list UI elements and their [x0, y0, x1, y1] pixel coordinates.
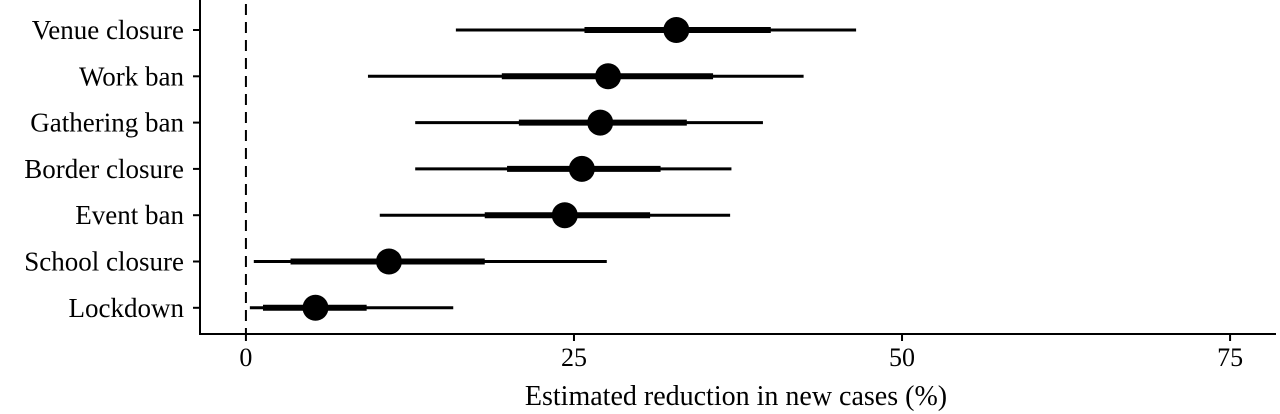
- category-label: Gathering ban: [30, 108, 184, 138]
- point-estimate: [663, 17, 690, 43]
- point-estimate: [568, 155, 595, 182]
- x-tick-label: 75: [1217, 343, 1243, 372]
- x-tick-label: 0: [239, 343, 252, 372]
- x-tick-label: 50: [889, 343, 915, 372]
- category-label: Venue closure: [32, 15, 184, 45]
- category-label: Border closure: [24, 154, 184, 184]
- point-estimate: [551, 202, 578, 229]
- point-estimate: [302, 294, 329, 321]
- point-estimate: [587, 109, 614, 136]
- category-label: Event ban: [75, 200, 184, 230]
- x-tick-label: 25: [561, 343, 587, 372]
- category-label: School closure: [24, 247, 184, 277]
- point-estimate: [375, 248, 402, 275]
- point-estimate: [595, 63, 622, 90]
- category-label: Lockdown: [69, 293, 185, 323]
- x-axis-title: Estimated reduction in new cases (%): [525, 381, 947, 412]
- category-label: Work ban: [79, 61, 185, 91]
